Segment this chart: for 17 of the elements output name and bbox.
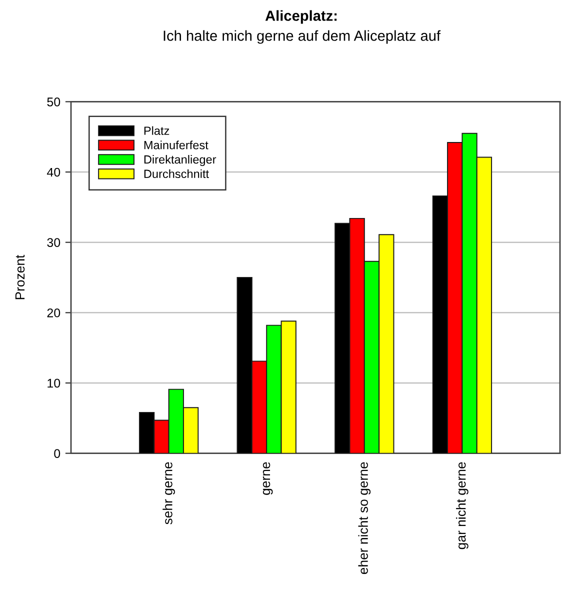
x-tick-label: eher nicht so gerne: [358, 462, 371, 574]
chart-title: Aliceplatz:: [265, 10, 337, 24]
legend-label: Mainuferfest: [144, 140, 208, 150]
legend-label: Durchschnitt: [144, 169, 209, 178]
x-tick-label: gerne: [262, 462, 273, 495]
chart-subtitle: Ich halte mich gerne auf dem Aliceplatz auf: [164, 30, 441, 44]
legend-label: Direktanlieger: [144, 155, 216, 166]
x-tick-label: sehr gerne: [162, 462, 175, 524]
y-tick-label: 30: [47, 238, 60, 247]
y-tick-label: 10: [48, 378, 60, 388]
y-tick-label: 20: [47, 308, 60, 318]
legend-label: Platz: [144, 126, 170, 135]
y-tick-label: 50: [47, 98, 60, 106]
y-tick-label: 40: [46, 168, 60, 177]
y-tick-label: 0: [54, 449, 60, 458]
y-axis-title: Prozent: [15, 254, 25, 300]
x-tick-label: gar nicht gerne: [456, 462, 468, 550]
